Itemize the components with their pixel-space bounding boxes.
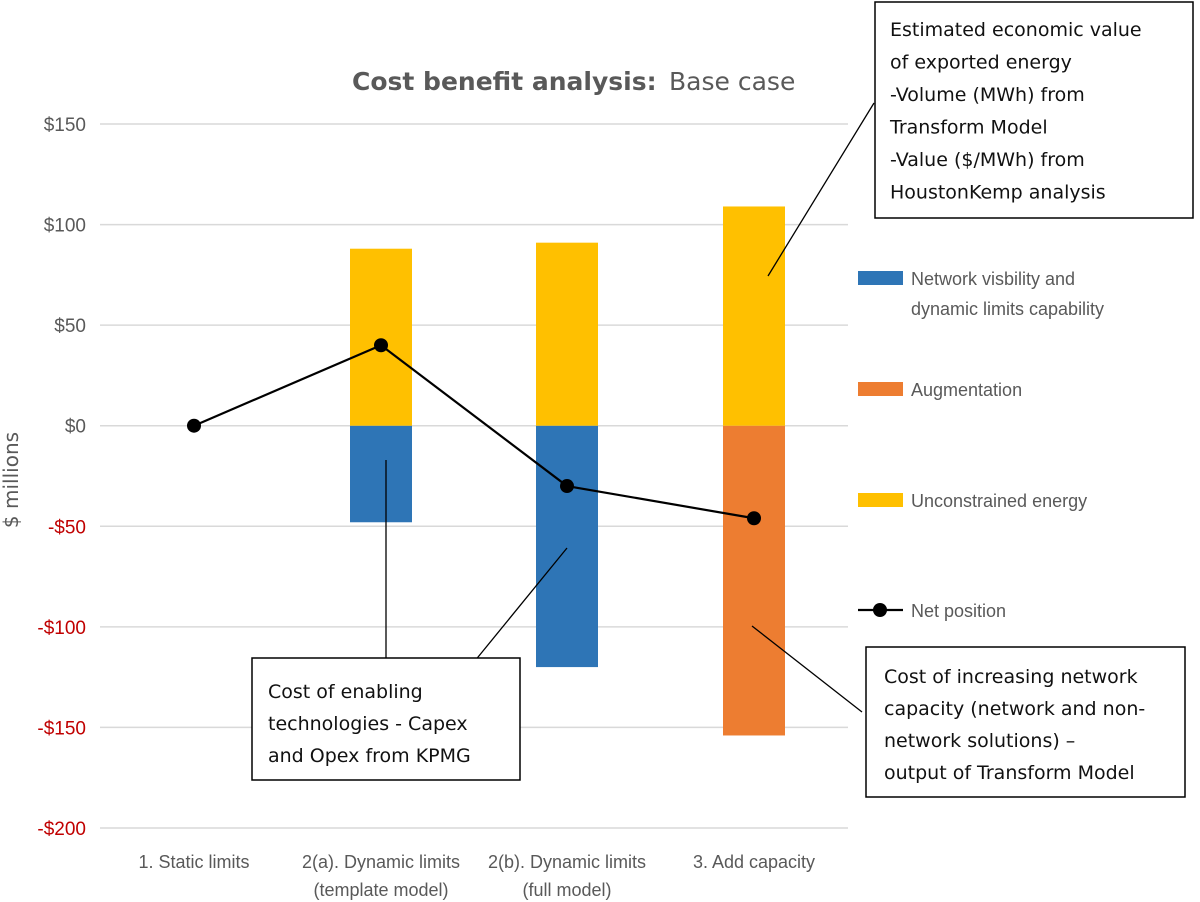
annotation-text-export: -Volume (MWh) from xyxy=(890,84,1085,106)
y-tick-labels: $150 $100 $50 $0 -$50 -$100 -$150 -$200 xyxy=(37,115,86,840)
connector-line-4 xyxy=(767,102,875,277)
bars xyxy=(350,206,785,736)
annotation-text-enabling: Cost of enabling xyxy=(268,681,423,703)
y-tick-label: -$150 xyxy=(37,718,86,739)
legend-label: Network visbility and xyxy=(911,269,1075,289)
y-tick-label: $100 xyxy=(44,216,86,237)
y-tick-label: $0 xyxy=(65,417,86,438)
legend-label: dynamic limits capability xyxy=(911,299,1104,319)
annotation-text-capacity: capacity (network and non- xyxy=(884,698,1145,720)
y-tick-label: -$50 xyxy=(48,517,86,538)
legend-marker-net-position xyxy=(873,603,887,617)
net-position-path xyxy=(193,343,755,520)
y-axis-title: $ millions xyxy=(0,432,23,528)
legend-swatch-3 xyxy=(858,493,903,507)
annotation-connectors xyxy=(385,102,875,713)
net-position-point-4 xyxy=(747,511,761,526)
chart-title-bold: Cost benefit analysis: xyxy=(352,67,657,96)
y-tick-label: -$100 xyxy=(37,618,86,639)
bar-augmentation-4 xyxy=(723,425,785,736)
annotation-boxes: Estimated economic value of exported ener… xyxy=(251,1,1194,798)
x-tick-label: 1. Static limits xyxy=(138,852,249,872)
x-tick-label: (full model) xyxy=(522,880,611,900)
legend-label: Unconstrained energy xyxy=(911,491,1087,511)
legend-swatch-2 xyxy=(858,382,903,396)
x-tick-label: 2(b). Dynamic limits xyxy=(488,852,646,872)
chart-title: Cost benefit analysis: Base case xyxy=(352,67,795,96)
legend: Network visbility and dynamic limits capa… xyxy=(858,269,1104,621)
net-position-line xyxy=(187,338,761,526)
bar-network-2 xyxy=(350,425,412,523)
annotation-box-enabling xyxy=(251,657,521,781)
annotation-box-export xyxy=(874,1,1194,219)
annotation-text-capacity: Cost of increasing network xyxy=(884,666,1138,688)
bar-network-3 xyxy=(536,425,598,668)
x-tick-label: 2(a). Dynamic limits xyxy=(302,852,460,872)
annotation-text-enabling: and Opex from KPMG xyxy=(268,745,471,767)
net-position-point-1 xyxy=(187,418,201,433)
y-tick-label: -$200 xyxy=(37,819,86,840)
annotation-text-capacity: network solutions) – xyxy=(884,730,1075,752)
annotation-text-export: Transform Model xyxy=(889,117,1048,139)
x-tick-label: 3. Add capacity xyxy=(693,852,815,872)
x-tick-label: (template model) xyxy=(313,880,448,900)
y-tick-label: $150 xyxy=(44,115,86,136)
annotation-text-export: -Value ($/MWh) from xyxy=(890,149,1085,171)
legend-label: Augmentation xyxy=(911,380,1022,400)
bar-unconstrained-4 xyxy=(723,206,785,426)
annotation-text-export: HoustonKemp analysis xyxy=(890,182,1106,204)
annotation-text-export: Estimated economic value xyxy=(890,19,1142,41)
connector-line-2 xyxy=(473,547,568,663)
y-tick-label: $50 xyxy=(54,316,86,337)
legend-label: Net position xyxy=(911,601,1006,621)
net-position-point-2 xyxy=(374,338,388,353)
annotation-text-capacity: output of Transform Model xyxy=(884,762,1135,784)
connector-line-3 xyxy=(751,625,863,713)
bar-unconstrained-3 xyxy=(536,242,598,426)
annotation-box-capacity xyxy=(865,646,1186,798)
annotation-text-export: of exported energy xyxy=(890,52,1072,74)
chart-title-rest: Base case xyxy=(669,67,795,96)
x-category-labels: 1. Static limits 2(a). Dynamic limits (tem… xyxy=(138,852,815,900)
net-position-point-3 xyxy=(560,479,574,494)
annotation-text-enabling: technologies - Capex xyxy=(268,713,468,735)
legend-swatch-1 xyxy=(858,271,903,285)
bar-unconstrained-2 xyxy=(350,248,412,426)
